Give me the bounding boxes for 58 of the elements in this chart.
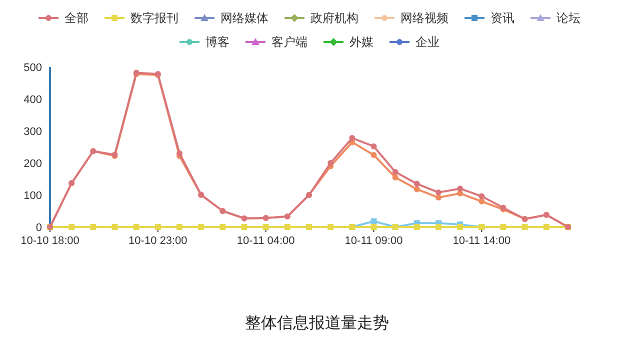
legend-label: 外媒 bbox=[350, 35, 374, 49]
legend-label: 资讯 bbox=[490, 11, 514, 25]
point bbox=[262, 224, 269, 230]
text: 整体信息报道量走势 bbox=[245, 314, 389, 332]
y-tick-label: 0 bbox=[36, 222, 42, 234]
point bbox=[414, 186, 420, 192]
point bbox=[500, 224, 506, 230]
x-tick-label: 10-11 04:00 bbox=[236, 235, 295, 247]
point bbox=[306, 224, 312, 230]
point bbox=[241, 224, 248, 230]
x-tick-label: 10-10 23:00 bbox=[128, 235, 188, 247]
legend-label: 客户端 bbox=[272, 35, 308, 49]
point bbox=[543, 224, 550, 230]
point bbox=[370, 218, 377, 224]
point bbox=[457, 224, 464, 230]
x-tick-label: 10-11 09:00 bbox=[344, 235, 403, 247]
point bbox=[349, 135, 356, 142]
point bbox=[436, 194, 442, 201]
point bbox=[457, 186, 464, 192]
legend-label: 政府机构 bbox=[310, 11, 358, 25]
legend-label: 数字报刊 bbox=[130, 11, 178, 25]
point bbox=[478, 198, 485, 204]
point bbox=[436, 224, 442, 230]
point bbox=[370, 143, 377, 150]
point bbox=[392, 174, 398, 180]
point bbox=[436, 189, 442, 196]
y-tick-label: 400 bbox=[24, 94, 42, 106]
point bbox=[198, 224, 204, 230]
point bbox=[133, 224, 140, 230]
point bbox=[522, 224, 528, 230]
point bbox=[392, 168, 398, 175]
point bbox=[370, 152, 377, 158]
y-tick-label: 200 bbox=[24, 158, 42, 170]
y-tick-label: 100 bbox=[24, 190, 42, 202]
x-tick-label: 10-10 18:00 bbox=[20, 235, 80, 247]
point bbox=[112, 224, 118, 230]
point bbox=[478, 193, 485, 200]
point bbox=[154, 224, 161, 230]
point bbox=[176, 150, 182, 156]
point bbox=[370, 224, 377, 230]
y-tick-label: 300 bbox=[24, 126, 42, 138]
point bbox=[414, 180, 420, 187]
legend-label: 全部 bbox=[64, 11, 88, 25]
point bbox=[68, 224, 75, 230]
legend-label: 博客 bbox=[206, 35, 230, 49]
legend-label: 企业 bbox=[416, 35, 440, 49]
legend-label: 网络视频 bbox=[400, 11, 448, 25]
point bbox=[176, 224, 182, 230]
point bbox=[328, 160, 334, 166]
point bbox=[328, 224, 334, 230]
point bbox=[90, 224, 96, 230]
legend-label: 论坛 bbox=[556, 11, 580, 25]
x-tick-label: 10-11 14:00 bbox=[452, 235, 511, 247]
point bbox=[284, 224, 290, 230]
point bbox=[220, 224, 226, 230]
legend-label: 网络媒体 bbox=[220, 11, 268, 25]
point bbox=[414, 224, 420, 230]
y-tick-label: 500 bbox=[24, 62, 42, 74]
